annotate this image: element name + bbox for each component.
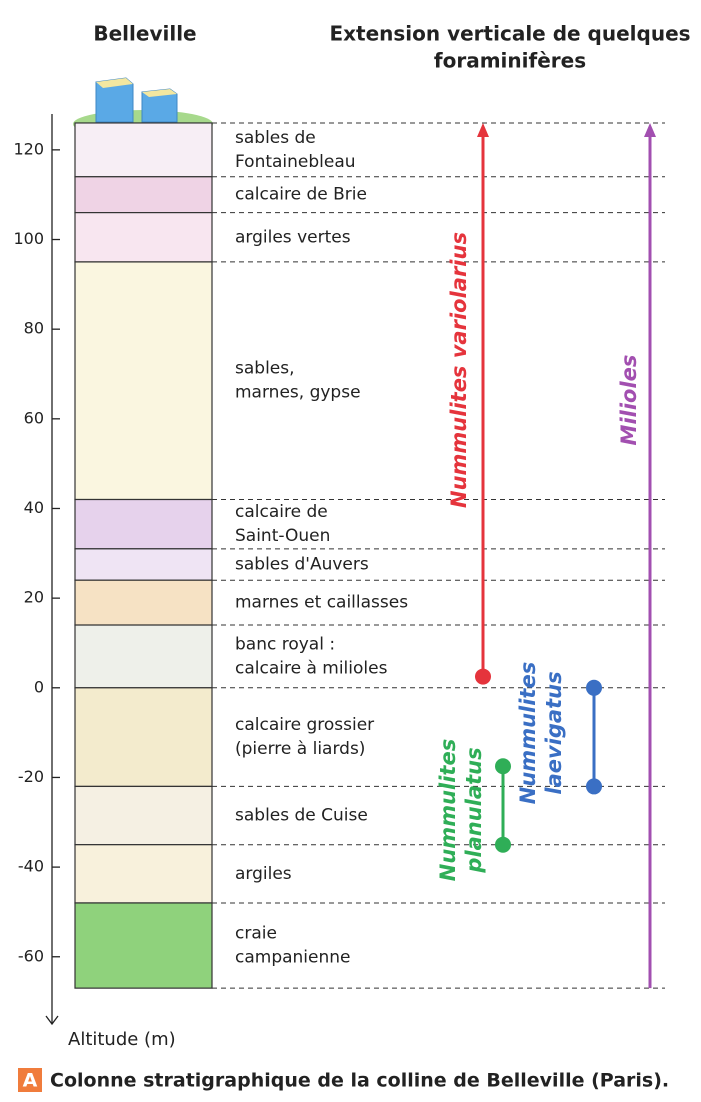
species-name: Nummulites variolarius (447, 232, 471, 508)
layer-label: (pierre à liards) (235, 739, 365, 759)
layer-label: calcaire de Brie (235, 185, 367, 205)
y-tick-label: -20 (18, 767, 44, 786)
layer (75, 262, 212, 500)
y-tick-label: 40 (24, 498, 44, 517)
layer (75, 625, 212, 688)
range-dot (586, 778, 602, 794)
layer (75, 688, 212, 787)
layer-label: calcaire à milioles (235, 658, 388, 678)
range-dot (586, 680, 602, 696)
diagram: Belleville Extension verticale de quelqu… (0, 0, 701, 1102)
ranges-title: foraminifères (434, 49, 586, 73)
y-tick-label: -40 (18, 857, 44, 876)
layer-label: sables de Cuise (235, 806, 368, 826)
y-tick-label: 80 (24, 319, 44, 338)
layer-label: sables d'Auvers (235, 555, 369, 575)
range-arrow (644, 123, 656, 137)
layer-label: calcaire grossier (235, 715, 374, 735)
layer (75, 903, 212, 988)
layer (75, 123, 212, 177)
layer-label: Saint-Ouen (235, 526, 330, 546)
layer-label: argiles (235, 864, 292, 884)
column-title: Belleville (93, 22, 196, 46)
species-name: Nummulites (516, 662, 540, 804)
layer-label: calcaire de (235, 502, 328, 522)
species-name: Milioles (617, 355, 641, 446)
layer (75, 845, 212, 903)
layer-label: Fontainebleau (235, 152, 356, 172)
layer-label: banc royal : (235, 634, 335, 654)
layer-label: sables de (235, 128, 316, 148)
species-name: planulatus (462, 747, 486, 873)
y-tick-label: 20 (24, 588, 44, 607)
layer (75, 500, 212, 549)
y-tick-label: 120 (13, 139, 44, 158)
ranges-title: Extension verticale de quelques (329, 22, 690, 46)
y-tick-label: -60 (18, 946, 44, 965)
layer (75, 786, 212, 844)
layer-label: marnes et caillasses (235, 593, 408, 613)
layer-label: craie (235, 924, 277, 944)
range-arrow (477, 123, 489, 137)
y-tick-label: 60 (24, 408, 44, 427)
species-name: laevigatus (542, 671, 566, 794)
caption-letter: A (23, 1070, 38, 1092)
layer-label: argiles vertes (235, 227, 351, 247)
range-dot (495, 758, 511, 774)
layer-label: campanienne (235, 948, 351, 968)
axis-label: Altitude (m) (68, 1029, 176, 1050)
species-name: Nummulites (436, 739, 460, 881)
layer-label: marnes, gypse (235, 383, 361, 403)
caption-text: Colonne stratigraphique de la colline de… (50, 1070, 669, 1092)
y-tick-label: 100 (13, 229, 44, 248)
layer (75, 580, 212, 625)
range-dot (495, 837, 511, 853)
layer (75, 213, 212, 262)
y-tick-label: 0 (34, 677, 44, 696)
layer-label: sables, (235, 359, 295, 379)
range-dot (475, 669, 491, 685)
layer (75, 549, 212, 580)
layer (75, 177, 212, 213)
